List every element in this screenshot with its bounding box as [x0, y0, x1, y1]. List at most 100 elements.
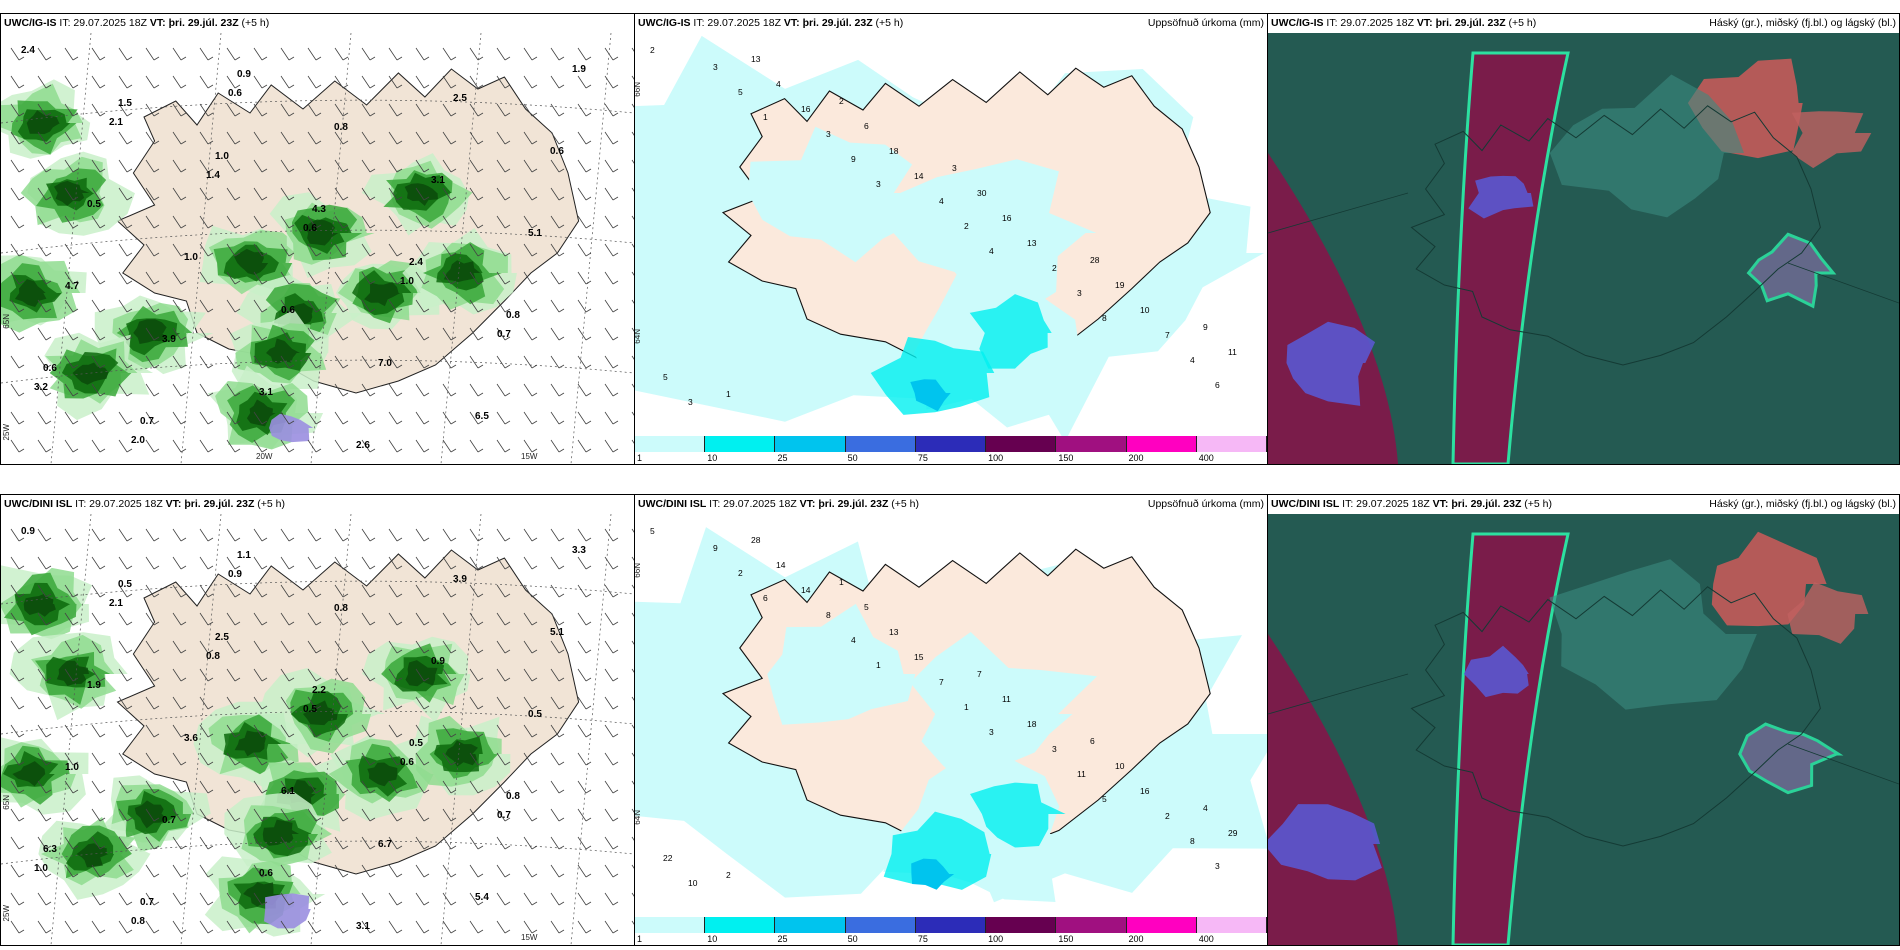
wind-barb — [280, 131, 295, 145]
wind-barb — [91, 668, 106, 682]
wind-barb — [388, 612, 403, 626]
wind-barb — [631, 131, 634, 136]
wind-barb — [361, 327, 376, 341]
wind-barb — [253, 243, 268, 257]
panel-title: UWC/IG-IS IT: 29.07.2025 18Z VT: þri. 29… — [1268, 14, 1899, 33]
wind-barb — [280, 439, 295, 453]
wind-barb — [361, 271, 376, 285]
wind-barb — [145, 892, 160, 906]
wind-barb — [469, 327, 484, 341]
wind-barb — [37, 696, 52, 710]
wind-barb — [496, 528, 511, 542]
wind-barb — [37, 411, 52, 425]
wind-barb — [550, 103, 565, 117]
wind-barb — [496, 668, 511, 682]
wind-barb — [91, 808, 106, 822]
wind-barb — [37, 528, 52, 542]
wind-barb — [550, 411, 565, 425]
precip-amount-label: 7 — [939, 677, 944, 687]
wind-barb — [91, 724, 106, 738]
wind-barb — [442, 299, 457, 313]
precip-value-label: 5.1 — [550, 627, 564, 638]
wind-barb — [604, 439, 619, 453]
wind-barb — [523, 299, 538, 313]
wind-barb — [334, 808, 349, 822]
wind-barb — [442, 696, 457, 710]
precip-amount-label: 18 — [1027, 719, 1037, 729]
wind-barb — [280, 411, 295, 425]
wind-barb — [145, 131, 160, 145]
wind-barb — [523, 187, 538, 201]
wind-barb — [172, 752, 187, 766]
wind-barb — [91, 271, 106, 285]
wind-barb — [604, 556, 619, 570]
wind-barb — [172, 75, 187, 89]
precip-amount-label: 7 — [977, 669, 982, 679]
wind-barb — [523, 383, 538, 397]
wind-barb — [91, 892, 106, 906]
wind-barb — [37, 836, 52, 850]
precip-amount-label: 16 — [801, 104, 811, 114]
wind-barb — [361, 920, 376, 934]
wind-barb — [64, 299, 79, 313]
wind-barb — [577, 920, 592, 934]
wind-barb — [550, 668, 565, 682]
wind-barb — [415, 584, 430, 598]
precip-value-label: 1.0 — [34, 863, 48, 874]
wind-barb — [226, 668, 241, 682]
wind-barb — [469, 187, 484, 201]
wind-barb — [118, 724, 133, 738]
wind-barb — [361, 528, 376, 542]
wind-barb — [388, 411, 403, 425]
wind-barb — [118, 808, 133, 822]
wind-barb — [442, 327, 457, 341]
wind-barb — [523, 640, 538, 654]
wind-barb — [496, 920, 511, 934]
precip-amount-label: 14 — [776, 560, 786, 570]
wind-barb — [442, 612, 457, 626]
wind-barb — [64, 668, 79, 682]
wind-barb — [253, 439, 268, 453]
wind-barb — [253, 187, 268, 201]
wind-barb — [118, 556, 133, 570]
wind-barb — [469, 271, 484, 285]
colorbar-label: 1 — [637, 453, 643, 463]
precip-amount-label: 15 — [914, 652, 924, 662]
wind-barb — [550, 215, 565, 229]
precip-amount-label: 13 — [889, 627, 899, 637]
precip-value-label: 2.5 — [215, 632, 229, 643]
wind-barb — [415, 187, 430, 201]
wind-barb — [226, 892, 241, 906]
wind-barb — [469, 668, 484, 682]
precip-value-label: 3.1 — [356, 921, 370, 932]
precip-value-label: 3.2 — [34, 382, 48, 393]
colorbar-label: 50 — [847, 453, 858, 463]
wind-barb — [10, 327, 25, 341]
wind-barb — [307, 131, 322, 145]
wind-barb — [550, 383, 565, 397]
wind-barb — [307, 187, 322, 201]
precip-amount-label: 4 — [776, 79, 781, 89]
wind-barb — [91, 584, 106, 598]
wind-barb — [253, 47, 268, 61]
wind-barb — [118, 920, 133, 934]
precip-amount-label: 3 — [1052, 744, 1057, 754]
wind-barb — [577, 187, 592, 201]
wind-barb — [199, 696, 214, 710]
wind-barb — [172, 836, 187, 850]
precip-value-label: 0.7 — [162, 815, 176, 826]
wind-barb — [577, 355, 592, 369]
wind-barb — [280, 243, 295, 257]
wind-barb — [388, 243, 403, 257]
wind-barb — [334, 556, 349, 570]
wind-barb — [415, 271, 430, 285]
wind-barb — [172, 892, 187, 906]
wind-barb — [496, 724, 511, 738]
precip-amount-label: 2 — [1165, 811, 1170, 821]
wind-barb — [577, 836, 592, 850]
wind-barb — [118, 355, 133, 369]
wind-barb — [496, 411, 511, 425]
precip-value-label: 6.3 — [43, 844, 57, 855]
wind-barb — [253, 299, 268, 313]
wind-barb — [442, 640, 457, 654]
